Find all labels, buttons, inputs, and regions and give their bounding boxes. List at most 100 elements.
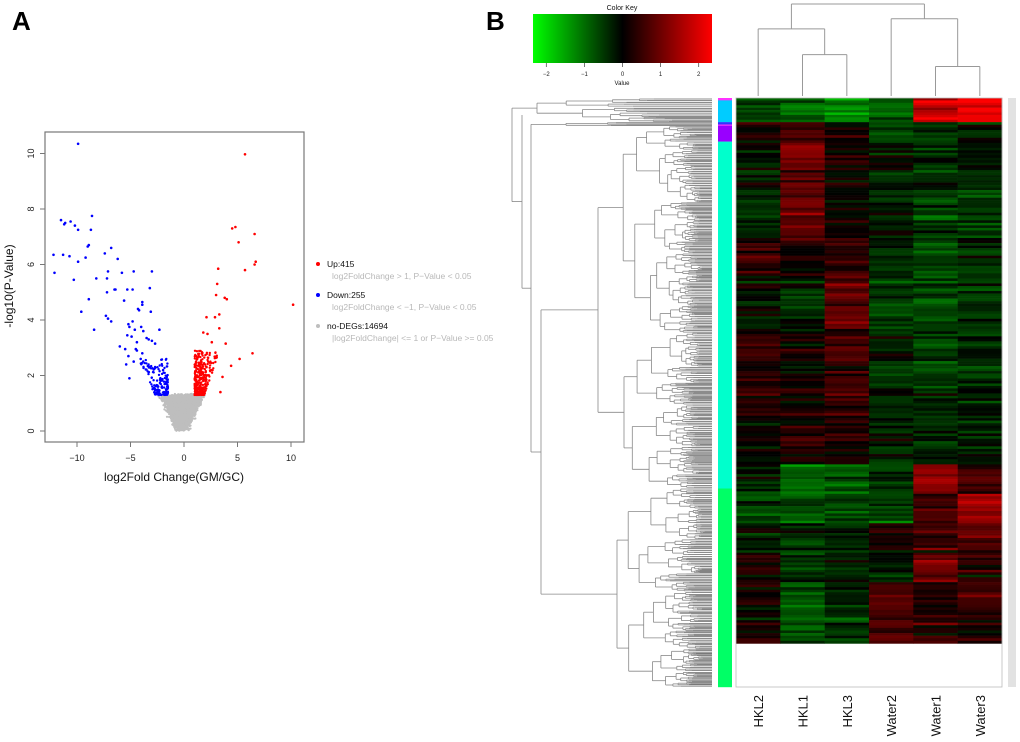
point-up [201, 376, 205, 379]
point-down [163, 393, 166, 397]
panel-label-b: B [486, 6, 505, 36]
point-no-deg [161, 398, 164, 401]
point-up [197, 364, 201, 367]
heatmap-panel: Color Key −2 −1 0 1 2 Value HKL2 HKL1 HKL3 Wate… [511, 3, 1016, 736]
point-down [163, 366, 166, 370]
point-down [69, 220, 72, 223]
point-no-deg [179, 428, 182, 431]
heatmap-cell [957, 114, 1003, 118]
point-down [72, 278, 76, 282]
point-down [122, 299, 126, 302]
heatmap-cell [913, 114, 958, 118]
heatmap-cell [957, 117, 1003, 121]
point-no-deg [189, 411, 192, 414]
point-up [243, 268, 247, 272]
point-down [128, 325, 131, 329]
point-down [165, 393, 169, 396]
point-down [132, 360, 135, 363]
point-down [158, 389, 161, 392]
point-down [106, 270, 110, 273]
point-up [203, 356, 206, 359]
point-no-deg [189, 409, 192, 412]
point-up [224, 342, 227, 345]
plot-frame [44, 131, 305, 443]
point-no-deg [199, 401, 202, 404]
point-down [166, 362, 169, 365]
color-key-tick-label: −2 [543, 72, 551, 78]
point-no-deg [184, 415, 187, 418]
point-up [198, 349, 201, 353]
heatmap-cell [824, 98, 870, 101]
point-up [197, 353, 200, 356]
point-up [204, 365, 207, 368]
point-down [166, 390, 170, 394]
point-up [254, 260, 257, 264]
point-no-deg [163, 401, 167, 404]
point-up [206, 362, 209, 366]
point-up [199, 378, 202, 381]
panel-label-a: A [12, 6, 31, 36]
point-down [103, 252, 107, 255]
color-key: Color Key −2 −1 0 1 2 Value [533, 5, 712, 87]
point-up [229, 364, 233, 368]
point-up [208, 361, 211, 364]
point-up [204, 379, 208, 382]
point-no-deg [163, 408, 166, 411]
legend-marker [316, 324, 320, 328]
heatmap-cell [780, 132, 825, 136]
heatmap-cell [913, 105, 958, 108]
point-up [225, 297, 229, 301]
point-down [84, 256, 87, 259]
point-up [205, 315, 208, 319]
point-no-deg [175, 429, 178, 432]
heatmap-cell [913, 129, 958, 133]
heatmap-cell [736, 127, 781, 131]
point-down [148, 286, 152, 290]
point-up [208, 351, 211, 355]
point-up [201, 383, 205, 387]
point-no-deg [183, 418, 186, 421]
heatmap-cell [736, 135, 781, 139]
point-down [114, 288, 117, 291]
point-up [205, 384, 208, 388]
point-down [150, 383, 153, 386]
point-down [120, 271, 124, 275]
heatmap-cell [736, 119, 781, 123]
point-down [86, 245, 89, 248]
legend-description: log2FoldChange > 1, P−Value < 0.05 [332, 271, 472, 281]
point-up [206, 332, 209, 336]
color-key-xlabel: Value [615, 81, 631, 87]
point-down [149, 367, 153, 370]
point-down [148, 381, 152, 384]
point-up [203, 367, 206, 371]
heatmap-cell [869, 105, 914, 108]
point-no-deg [158, 396, 161, 400]
point-up [253, 263, 256, 266]
point-no-deg [166, 409, 169, 413]
row-side-color-segment [718, 98, 732, 101]
x-tick-label: −10 [69, 453, 84, 463]
heatmap-cell [957, 135, 1003, 139]
heatmap-cell [957, 122, 1003, 126]
point-up [194, 375, 197, 378]
heatmap-cell [824, 135, 870, 139]
heatmap-cell [869, 124, 914, 128]
point-down [139, 357, 142, 361]
point-down [150, 364, 153, 368]
heatmap-cell [824, 105, 870, 108]
point-down [158, 381, 162, 385]
legend-description: |log2FoldChange| <= 1 or P−Value >= 0.05 [332, 333, 494, 343]
point-down [135, 340, 139, 344]
point-down [154, 389, 157, 392]
heatmap-cell [736, 112, 781, 116]
legend-description: log2FoldChange < −1, P−Value < 0.05 [332, 302, 477, 312]
point-no-deg [179, 394, 182, 397]
point-no-deg [188, 396, 191, 399]
point-no-deg [183, 396, 186, 399]
point-no-deg [170, 416, 173, 419]
point-down [155, 393, 158, 396]
row-side-color-segment [718, 125, 732, 142]
point-up [206, 356, 210, 359]
point-no-deg [178, 425, 181, 428]
column-dendrogram [757, 3, 981, 96]
